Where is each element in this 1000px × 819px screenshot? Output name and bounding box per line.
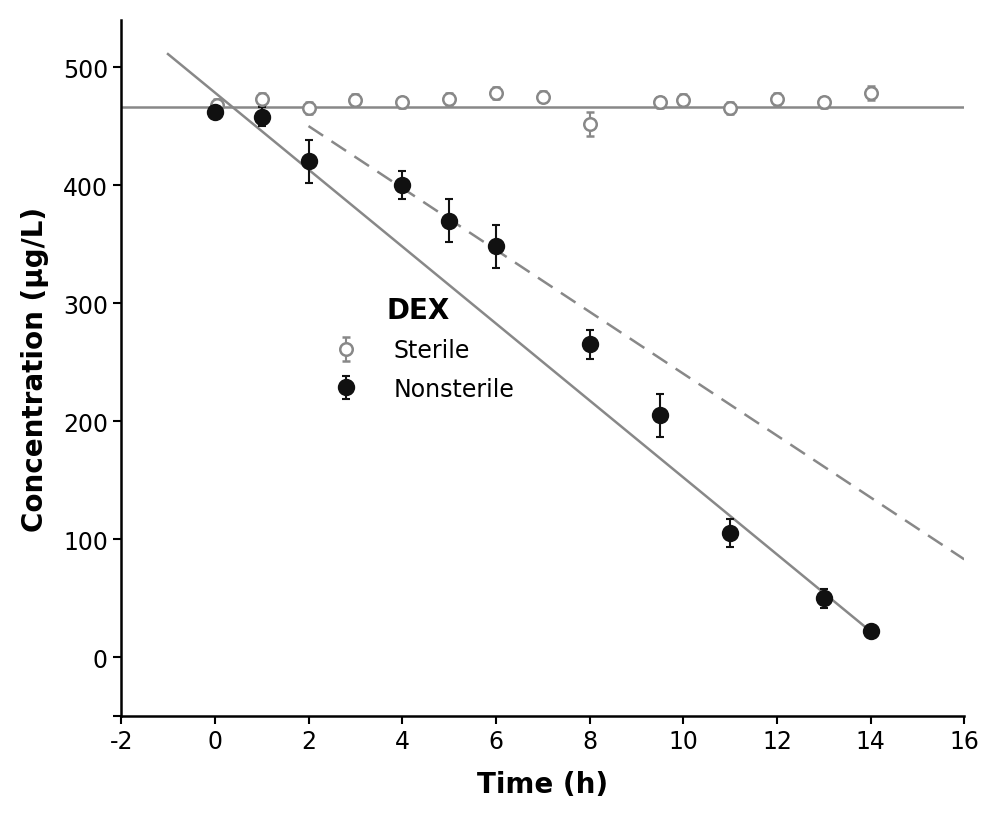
Legend: Sterile, Nonsterile: Sterile, Nonsterile (322, 297, 514, 401)
Y-axis label: Concentration (μg/L): Concentration (μg/L) (21, 206, 49, 531)
X-axis label: Time (h): Time (h) (477, 770, 608, 799)
